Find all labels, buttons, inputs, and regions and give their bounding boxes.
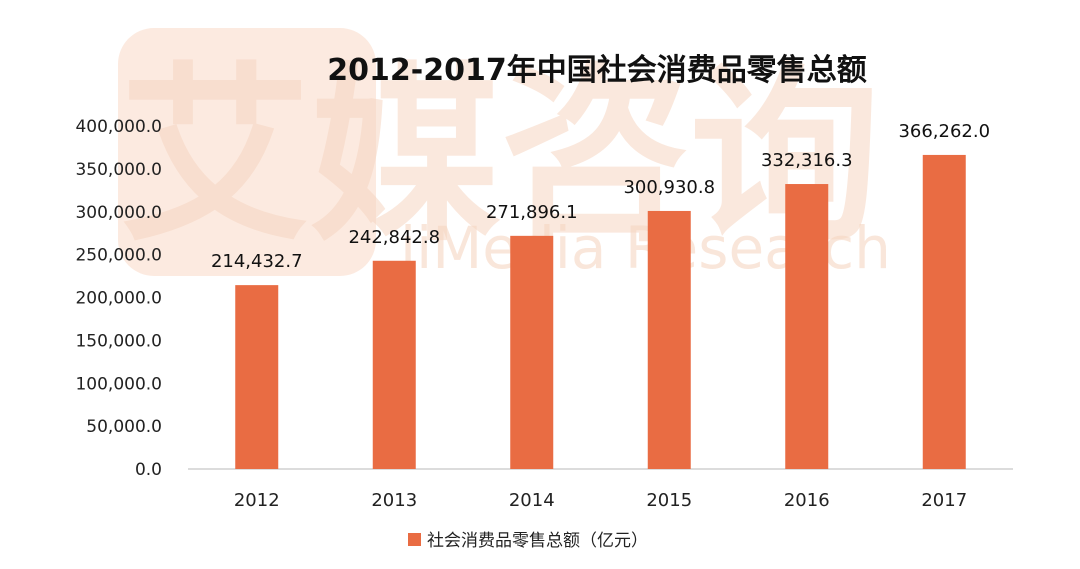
data-label-2016: 332,316.3 [761, 150, 853, 171]
watermark: 艾媒咨询 iiMedia Research [118, 28, 891, 282]
bar-2017 [922, 154, 966, 469]
data-label-2012: 214,432.7 [211, 251, 303, 272]
legend-swatch [408, 533, 421, 546]
x-tick-label-2013: 2013 [371, 490, 417, 511]
x-tick-label-2014: 2014 [509, 490, 555, 511]
y-tick-label: 50,000.0 [86, 417, 162, 437]
bar-2013 [372, 260, 416, 469]
y-tick-label: 150,000.0 [75, 331, 162, 351]
bars [235, 154, 966, 470]
watermark-logo-box [118, 28, 376, 276]
bar-2012 [235, 285, 279, 469]
y-tick-label: 100,000.0 [75, 374, 162, 394]
x-tick-label-2012: 2012 [234, 490, 280, 511]
bar-2014 [510, 235, 554, 469]
data-label-2013: 242,842.8 [348, 227, 440, 248]
x-tick-label-2015: 2015 [646, 490, 692, 511]
y-tick-label: 0.0 [135, 460, 162, 480]
data-label-2014: 271,896.1 [486, 202, 578, 223]
y-tick-label: 200,000.0 [75, 289, 162, 309]
data-labels: 214,432.7 242,842.8 271,896.1 300,930.8 332,… [211, 121, 990, 272]
legend-label: 社会消费品零售总额（亿元） [427, 531, 648, 551]
x-axis-ticks: 2012 2013 2014 2015 2016 2017 [234, 490, 967, 511]
bar-2015 [647, 210, 691, 469]
x-tick-label-2016: 2016 [784, 490, 830, 511]
watermark-brand-cn: 艾媒咨询 [120, 46, 880, 267]
y-tick-label: 400,000.0 [75, 117, 162, 137]
y-tick-label: 300,000.0 [75, 203, 162, 223]
chart-title: 2012-2017年中国社会消费品零售总额 [327, 53, 866, 88]
data-label-2015: 300,930.8 [623, 177, 715, 198]
bar-2016 [785, 184, 829, 470]
y-tick-label: 250,000.0 [75, 246, 162, 266]
y-tick-label: 350,000.0 [75, 160, 162, 180]
y-axis-ticks: 0.0 50,000.0 100,000.0 150,000.0 200,000.0 25… [75, 117, 162, 480]
legend: 社会消费品零售总额（亿元） [408, 531, 648, 551]
data-label-2017: 366,262.0 [898, 121, 990, 142]
x-tick-label-2017: 2017 [921, 490, 967, 511]
